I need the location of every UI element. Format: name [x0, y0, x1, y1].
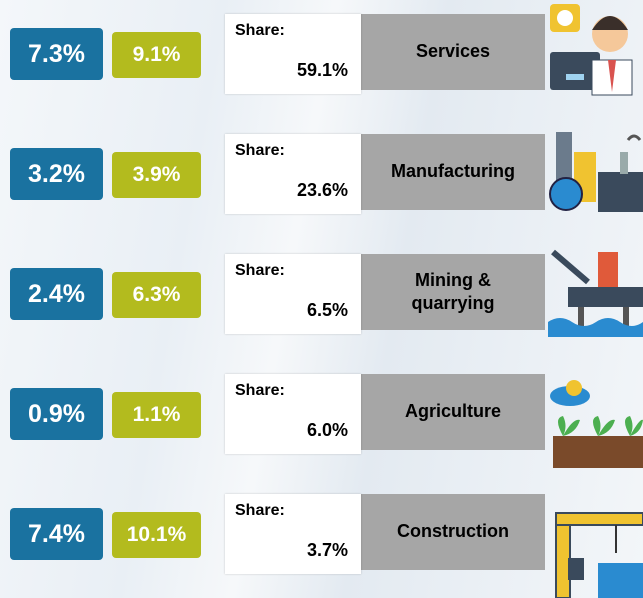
share-panel	[225, 14, 361, 94]
share-value: 23.6%	[296, 180, 348, 200]
share-value: 59.1%	[296, 60, 348, 80]
share-value: 6.0%	[306, 420, 348, 440]
agriculture-icon	[550, 380, 643, 468]
sector-name: Mining & quarrying	[411, 269, 495, 313]
sector-name: Agriculture	[404, 401, 501, 422]
growth-b: 3.9%	[112, 152, 201, 198]
mining-icon	[548, 249, 643, 337]
share-label: Share:	[235, 262, 285, 279]
growth-b: 10.1%	[112, 512, 201, 558]
sector-name: Services	[415, 41, 491, 62]
growth-a: 2.4%	[10, 268, 103, 320]
manufacturing-icon	[549, 132, 643, 212]
share-label: Share:	[235, 142, 285, 159]
sector-name: Manufacturing	[391, 161, 515, 182]
share-label: Share:	[235, 382, 285, 399]
construction-icon	[555, 512, 643, 598]
growth-a: 0.9%	[10, 388, 103, 440]
share-panel	[225, 494, 361, 574]
growth-b: 9.1%	[112, 32, 201, 78]
sector-name: Construction	[397, 521, 509, 542]
growth-a: 7.3%	[10, 28, 103, 80]
share-value: 3.7%	[306, 540, 348, 560]
growth-a: 7.4%	[10, 508, 103, 560]
services-icon	[550, 4, 633, 96]
share-panel	[225, 254, 361, 334]
growth-b: 1.1%	[112, 392, 201, 438]
growth-b: 6.3%	[112, 272, 201, 318]
share-value: 6.5%	[306, 300, 348, 320]
share-panel	[225, 134, 361, 214]
growth-a: 3.2%	[10, 148, 103, 200]
share-label: Share:	[235, 22, 285, 39]
share-label: Share:	[235, 502, 285, 519]
share-panel	[225, 374, 361, 454]
